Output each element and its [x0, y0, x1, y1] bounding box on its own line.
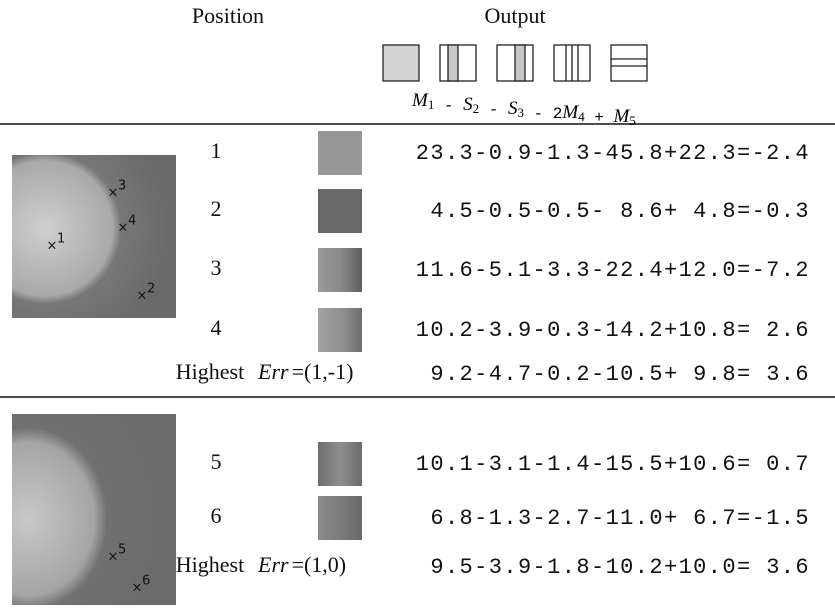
formula-op: -: [479, 101, 508, 119]
error-name: Err: [257, 552, 289, 577]
equation: 10.1-3.1-1.4-15.5+10.6= 0.7: [416, 452, 810, 477]
marker-cross: ×: [137, 289, 148, 304]
formula-op: - 2: [524, 105, 562, 123]
formula: M1 - S2 - S3 - 2M4 + M5: [411, 90, 636, 128]
equation: 6.8-1.3-2.7-11.0+ 6.7=-1.5: [430, 506, 810, 531]
marker-label: 6: [142, 574, 150, 589]
formula-sub: 5: [629, 113, 636, 128]
marker-cross: ×: [108, 186, 119, 201]
output-swatch: [318, 496, 362, 540]
equation: 9.5-3.9-1.8-10.2+10.0= 3.6: [430, 555, 810, 580]
marker-cross: ×: [118, 221, 129, 236]
formula-var: S: [508, 98, 518, 119]
marker-label: 1: [57, 232, 65, 247]
equation: 10.2-3.9-0.3-14.2+10.8= 2.6: [416, 318, 810, 343]
error-label: Err=(1,-1): [257, 359, 353, 384]
output-swatch: [318, 131, 362, 175]
equation: 4.5-0.5-0.5- 8.6+ 4.8=-0.3: [430, 199, 810, 224]
marker-cross: ×: [108, 550, 119, 565]
marker-cross: ×: [132, 581, 143, 596]
position-number: 5: [211, 449, 222, 474]
filter-icons: [383, 45, 647, 81]
equation: 9.2-4.7-0.2-10.5+ 9.8= 3.6: [430, 362, 810, 387]
output-swatch: [318, 189, 362, 233]
marker-label: 4: [128, 214, 136, 229]
marker-cross: ×: [47, 239, 58, 254]
position-number: 1: [211, 138, 222, 163]
marker-label: 5: [118, 543, 126, 558]
position-number: 4: [211, 315, 222, 340]
output-swatch: [318, 248, 362, 292]
marker-label: 2: [147, 282, 155, 297]
error-value: =(1,0): [292, 552, 347, 577]
formula-var: S: [463, 94, 473, 115]
output-header: Output: [484, 3, 545, 28]
figure: Position Output M1 - S2 - S3 - 2M4 + M5 …: [0, 0, 835, 609]
position-number: 2: [211, 196, 222, 221]
position-header: Position: [192, 3, 264, 28]
error-name: Err: [257, 359, 289, 384]
depth-image: [12, 414, 176, 605]
formula-var: M: [561, 102, 579, 123]
error-value: =(1,-1): [292, 359, 354, 384]
highest-label: Highest: [176, 359, 244, 384]
formula-op: -: [434, 97, 463, 115]
marker-label: 3: [118, 179, 126, 194]
equation: 23.3-0.9-1.3-45.8+22.3=-2.4: [416, 141, 810, 166]
error-label: Err=(1,0): [257, 552, 346, 577]
output-swatch: [318, 442, 362, 486]
equation: 11.6-5.1-3.3-22.4+12.0=-7.2: [416, 258, 810, 283]
position-number: 6: [211, 503, 222, 528]
position-number: 3: [211, 255, 222, 280]
highest-label: Highest: [176, 552, 244, 577]
output-swatch: [318, 308, 362, 352]
formula-var: M: [411, 90, 429, 111]
